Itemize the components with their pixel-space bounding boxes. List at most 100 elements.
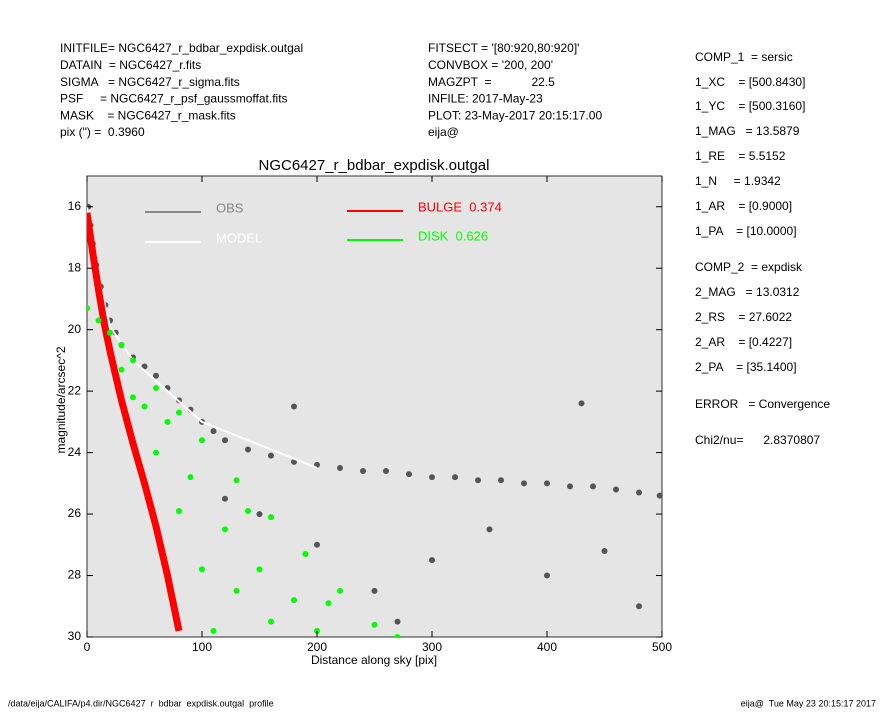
- data-point: [153, 385, 159, 392]
- footer-stamp: eija@ Tue May 23 20:15:17 2017: [741, 698, 876, 708]
- data-point: [153, 449, 159, 456]
- header-param: MASK = NGC6427_r_mask.fits: [60, 108, 236, 122]
- header-param: SIGMA = NGC6427_r_sigma.fits: [60, 75, 240, 89]
- data-point: [199, 566, 205, 573]
- data-point: [164, 418, 171, 425]
- component-param: COMP_1 = sersic: [695, 50, 793, 64]
- data-point: [176, 507, 182, 514]
- data-point: [337, 464, 343, 471]
- header-param: eija@: [428, 125, 459, 139]
- component-param: 1_MAG = 13.5879: [695, 124, 800, 138]
- header-param: INITFILE= NGC6427_r_bdbar_expdisk.outgal: [60, 41, 303, 55]
- data-point: [337, 587, 343, 594]
- y-tick-label: 16: [68, 199, 82, 213]
- data-point: [371, 587, 378, 594]
- data-point: [475, 477, 481, 484]
- data-point: [498, 477, 504, 484]
- data-point: [130, 357, 136, 364]
- y-tick-label: 24: [68, 445, 82, 459]
- data-point: [429, 474, 435, 481]
- header-param: DATAIN = NGC6427_r.fits: [60, 58, 201, 72]
- plot-marks: [87, 203, 662, 637]
- y-tick-label: 30: [68, 629, 82, 643]
- data-point: [233, 477, 240, 484]
- data-point: [176, 409, 182, 416]
- data-point: [544, 480, 550, 487]
- data-point: [590, 483, 596, 490]
- x-tick-label: 0: [84, 640, 91, 654]
- x-axis-label: Distance along sky [pix]: [311, 653, 437, 667]
- data-point: [210, 428, 217, 435]
- component-param: ERROR = Convergence: [695, 397, 830, 411]
- y-tick-label: 28: [68, 568, 82, 582]
- data-point: [601, 547, 608, 554]
- data-point: [314, 627, 320, 634]
- header-param: MAGZPT = 22.5: [428, 75, 555, 89]
- y-axis-label: magnitude/arcsec^2: [54, 346, 68, 453]
- data-point: [245, 446, 251, 453]
- header-param: CONVBOX = '200, 200': [428, 58, 553, 72]
- data-point: [578, 400, 585, 407]
- data-point: [486, 526, 493, 533]
- x-tick-label: 100: [192, 640, 212, 654]
- data-point: [222, 437, 228, 444]
- plot-area: [86, 175, 663, 638]
- data-point: [268, 514, 274, 521]
- data-point: [87, 305, 90, 312]
- data-point: [656, 492, 662, 499]
- header-param: PLOT: 23-May-2017 20:15:17.00: [428, 108, 602, 122]
- y-tick-label: 26: [68, 506, 82, 520]
- component-param: 2_MAG = 13.0312: [695, 285, 800, 299]
- chart-title: NGC6427_r_bdbar_expdisk.outgal: [259, 157, 490, 174]
- component-param: 1_AR = [0.9000]: [695, 199, 792, 213]
- data-point: [233, 587, 240, 594]
- data-point: [210, 627, 217, 634]
- y-tick-label: 22: [68, 383, 82, 397]
- data-point: [360, 468, 366, 475]
- component-param: 2_PA = [35.1400]: [695, 360, 797, 374]
- legend-label: OBS: [216, 200, 244, 215]
- data-point: [268, 618, 274, 625]
- data-point: [383, 468, 389, 475]
- profile-line: [87, 212, 183, 632]
- data-point: [314, 541, 320, 548]
- data-point: [118, 342, 125, 349]
- data-point: [567, 483, 573, 490]
- component-param: 1_PA = [10.0000]: [695, 224, 797, 238]
- x-tick-label: 500: [652, 640, 672, 654]
- data-point: [222, 526, 228, 533]
- data-point: [187, 474, 194, 481]
- component-param: 1_RE = 5.5152: [695, 149, 786, 163]
- data-point: [636, 603, 642, 610]
- data-point: [371, 621, 378, 628]
- x-tick-label: 300: [422, 640, 442, 654]
- data-point: [95, 317, 102, 324]
- data-point: [256, 511, 263, 518]
- data-point: [222, 495, 228, 502]
- data-point: [394, 618, 401, 625]
- footer-path: /data/eija/CALIFA/p4.dir/NGC6427_r_bdbar…: [8, 698, 274, 708]
- data-point: [245, 507, 251, 514]
- x-tick-label: 200: [307, 640, 327, 654]
- y-tick-label: 20: [68, 322, 82, 336]
- data-point: [429, 557, 435, 564]
- data-point: [452, 474, 458, 481]
- data-point: [636, 489, 642, 496]
- data-point: [153, 372, 159, 379]
- data-point: [141, 403, 148, 410]
- component-param: Chi2/nu= 2.8370807: [695, 433, 820, 447]
- legend-label: DISK 0.626: [418, 228, 488, 243]
- data-point: [613, 486, 619, 493]
- data-point: [130, 394, 136, 401]
- data-point: [302, 551, 309, 558]
- data-point: [118, 366, 125, 373]
- data-point: [107, 329, 113, 336]
- data-point: [291, 597, 297, 604]
- component-param: 1_XC = [500.8430]: [695, 75, 805, 89]
- header-param: PSF = NGC6427_r_psf_gaussmoffat.fits: [60, 92, 288, 106]
- data-point: [268, 452, 274, 459]
- x-tick-label: 400: [537, 640, 557, 654]
- component-param: 1_N = 1.9342: [695, 174, 781, 188]
- header-param: pix (") = 0.3960: [60, 125, 145, 139]
